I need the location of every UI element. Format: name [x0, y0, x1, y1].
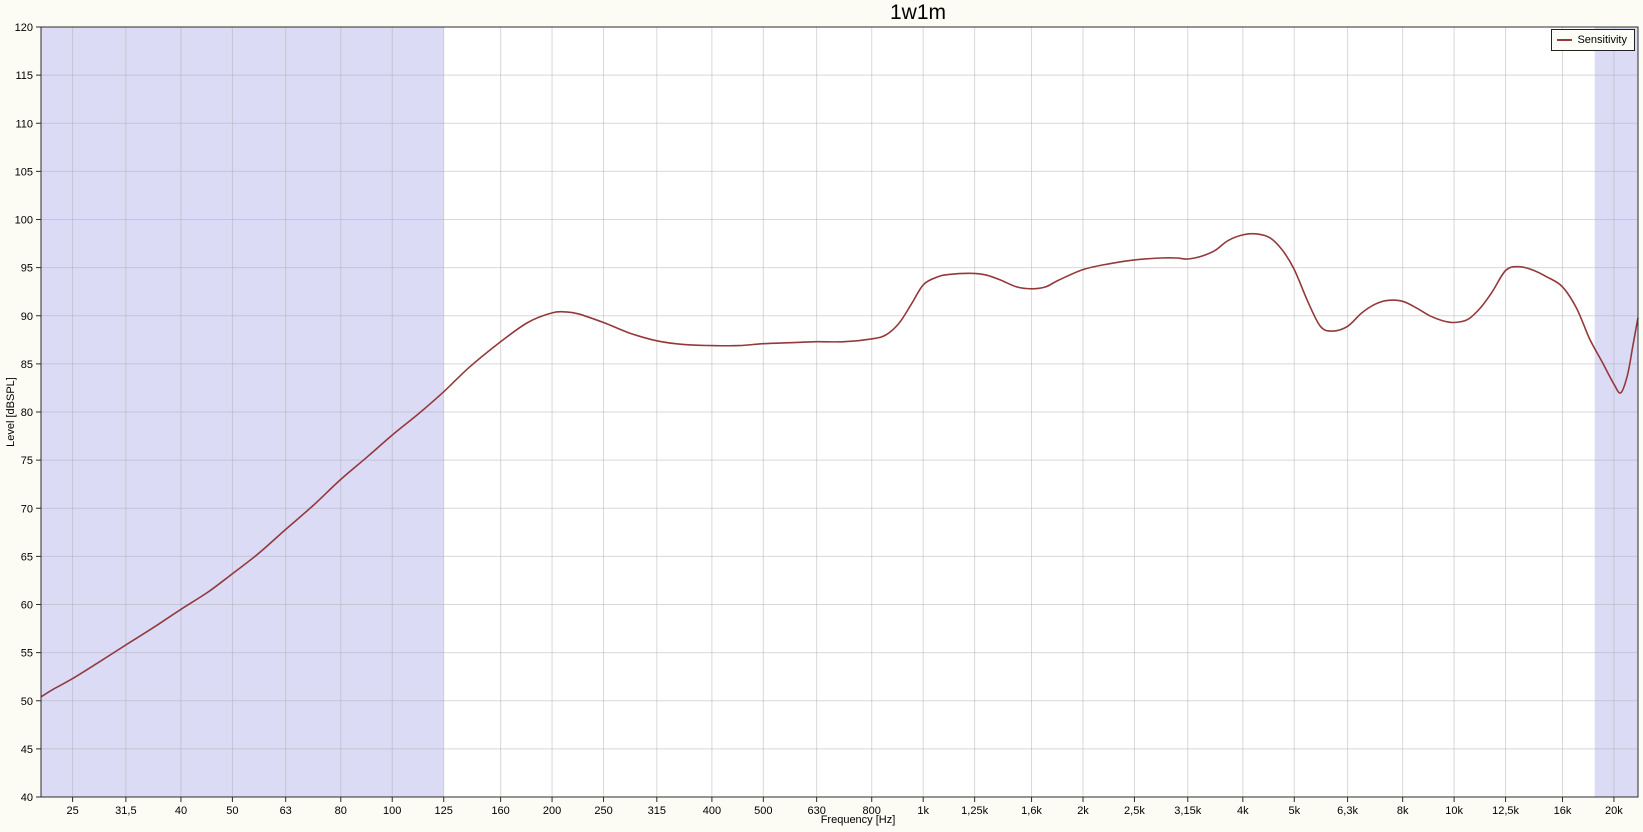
x-tick-label: 80 [335, 805, 347, 817]
y-tick-label: 40 [21, 792, 33, 804]
x-tick-label: 200 [543, 805, 561, 817]
shaded-band [41, 27, 444, 797]
x-tick-label: 16k [1554, 805, 1572, 817]
y-tick-label: 80 [21, 407, 33, 419]
y-tick-label: 85 [21, 359, 33, 371]
y-tick-label: 110 [15, 118, 33, 130]
y-tick-label: 105 [15, 166, 33, 178]
x-tick-label: 25 [66, 805, 78, 817]
x-tick-label: 40 [175, 805, 187, 817]
shaded-band [1594, 27, 1638, 797]
y-axis-label: Level [dBSPL] [5, 377, 17, 447]
sensitivity-curve [40, 232, 1639, 698]
y-tick-label: 95 [21, 263, 33, 275]
x-tick-label: 12,5k [1492, 805, 1519, 817]
x-tick-label: 5k [1288, 805, 1300, 817]
legend[interactable]: Sensitivity [1551, 29, 1635, 51]
x-tick-label: 800 [863, 805, 881, 817]
x-axis-label: Frequency [Hz] [820, 814, 896, 826]
x-tick-label: 31,5 [115, 805, 136, 817]
chart-title: 1w1m [889, 1, 947, 24]
x-tick-label: 250 [594, 805, 612, 817]
y-tick-label: 50 [21, 696, 33, 708]
y-tick-label: 120 [15, 22, 33, 34]
y-tick-label: 90 [21, 311, 33, 323]
y-tick-label: 70 [21, 503, 33, 515]
y-tick-label: 100 [15, 215, 33, 227]
x-tick-label: 63 [280, 805, 292, 817]
y-tick-label: 65 [21, 551, 33, 563]
y-tick-label: 75 [21, 455, 33, 467]
x-tick-label: 160 [491, 805, 509, 817]
plot-frame [40, 26, 1639, 798]
x-tick-label: 1,6k [1021, 805, 1042, 817]
x-tick-label: 1,25k [961, 805, 988, 817]
legend-line-swatch [1557, 39, 1573, 41]
x-tick-label: 100 [383, 805, 401, 817]
x-tick-label: 400 [703, 805, 721, 817]
x-tick-label: 10k [1445, 805, 1463, 817]
x-tick-label: 50 [226, 805, 238, 817]
x-tick-label: 2,5k [1124, 805, 1145, 817]
x-tick-label: 2k [1077, 805, 1089, 817]
x-tick-label: 6,3k [1337, 805, 1358, 817]
x-tick-label: 20k [1605, 805, 1623, 817]
y-tick-label: 55 [21, 648, 33, 660]
x-tick-label: 630 [807, 805, 825, 817]
y-tick-label: 115 [15, 70, 33, 82]
x-tick-label: 4k [1237, 805, 1249, 817]
x-tick-label: 1k [917, 805, 929, 817]
x-tick-label: 500 [754, 805, 772, 817]
y-tick-label: 45 [21, 744, 33, 756]
x-tick-label: 315 [648, 805, 666, 817]
x-tick-label: 125 [435, 805, 453, 817]
x-tick-label: 3,15k [1174, 805, 1201, 817]
x-tick-label: 8k [1397, 805, 1409, 817]
y-tick-label: 60 [21, 600, 33, 612]
legend-label: Sensitivity [1577, 34, 1627, 46]
